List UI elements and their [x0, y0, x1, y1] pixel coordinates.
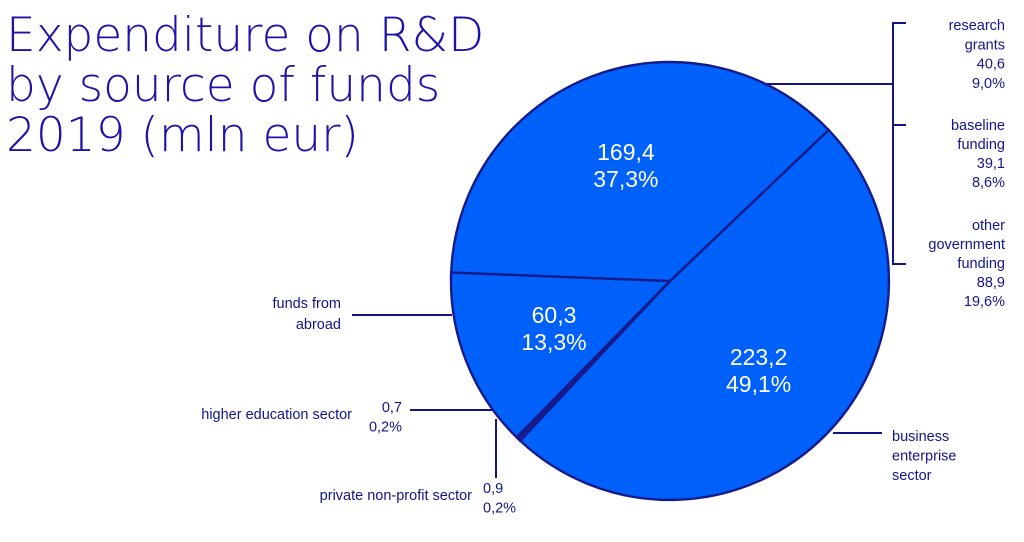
slice-value-labels: 223,249,1% 60,313,3% 169,437,3% — [521, 139, 791, 397]
slice-funds-from-abroad — [449, 271, 673, 440]
title-line-1: Expenditure on R&D — [6, 8, 484, 63]
slice-business-enterprise-label-percent: 49,1% — [726, 371, 791, 397]
slice-business-enterprise-label-value: 223,2 — [730, 344, 788, 370]
leader-research-grants — [767, 22, 906, 85]
slice-government-label-value: 169,4 — [597, 139, 655, 165]
label-funds-from-abroad-line-2: abroad — [296, 317, 341, 333]
label-funds-from-abroad-line-1: funds from — [273, 296, 342, 312]
label-research-grants-line-4: 9,0% — [972, 76, 1005, 92]
label-research-grants-line-2: grants — [965, 37, 1005, 53]
label-other-government-line-1: other — [972, 218, 1005, 234]
leader-lines — [352, 22, 906, 478]
slice-government — [449, 60, 831, 283]
chart-title: Expenditure on R&D by source of funds 20… — [6, 8, 484, 163]
annotation-labels: research grants 40,6 9,0% baseline funding 39,… — [201, 18, 1005, 517]
label-baseline-funding-line-1: baseline — [951, 118, 1005, 134]
label-baseline-funding-line-3: 39,1 — [977, 156, 1005, 172]
label-baseline-funding-line-4: 8,6% — [972, 175, 1005, 191]
label-research-grants-line-1: research — [949, 18, 1005, 34]
label-private-non-profit-values-line-1: 0,9 — [483, 481, 503, 497]
label-higher-education-name: higher education sector — [201, 407, 352, 423]
label-private-non-profit-values-line-2: 0,2% — [483, 501, 516, 517]
label-other-government-line-2: government — [928, 237, 1005, 253]
title-line-3: 2019 (mln eur) — [6, 108, 359, 163]
label-other-government-line-5: 19,6% — [964, 294, 1005, 310]
slice-funds-from-abroad-label-value: 60,3 — [532, 302, 577, 328]
label-other-government-line-3: funding — [957, 256, 1005, 272]
title-line-2: by source of funds — [6, 58, 440, 113]
slice-government-label-percent: 37,3% — [593, 166, 658, 192]
label-business-enterprise-line-2: enterprise — [892, 449, 956, 465]
pie-slices — [449, 60, 891, 502]
label-private-non-profit-name: private non-profit sector — [320, 488, 472, 504]
label-baseline-funding-line-2: funding — [957, 137, 1005, 153]
slice-business-enterprise — [518, 128, 891, 502]
label-research-grants-line-3: 40,6 — [977, 57, 1005, 73]
leader-baseline-funding — [892, 84, 906, 126]
label-higher-education-values-line-1: 0,7 — [382, 400, 402, 416]
label-business-enterprise-line-3: sector — [892, 468, 932, 484]
label-other-government-line-4: 88,9 — [977, 275, 1005, 291]
leader-other-government — [892, 125, 906, 265]
slice-funds-from-abroad-label-percent: 13,3% — [521, 329, 586, 355]
label-business-enterprise-line-1: business — [892, 429, 949, 445]
label-higher-education-values-line-2: 0,2% — [369, 420, 402, 436]
